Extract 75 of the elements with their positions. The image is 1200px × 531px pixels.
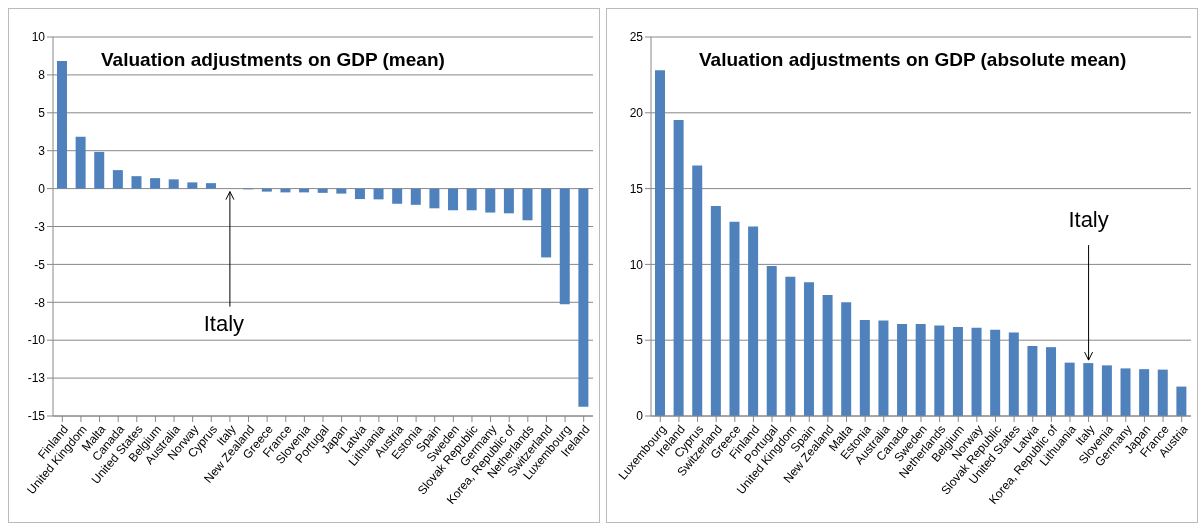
bar: [841, 302, 852, 416]
annotation: Italy: [203, 310, 245, 336]
y-tick-label: -5: [34, 257, 46, 272]
bar: [766, 265, 777, 416]
y-tick-label: 0: [636, 409, 644, 424]
y-tick-label: 3: [38, 143, 46, 158]
y-tick-label: -3: [34, 219, 46, 234]
bar: [522, 188, 533, 221]
bar: [803, 282, 814, 416]
bar: [205, 183, 216, 189]
bar: [1120, 368, 1131, 416]
bar: [448, 188, 459, 211]
y-tick-label: 10: [629, 257, 644, 272]
bar: [878, 320, 889, 416]
bar: [822, 295, 833, 416]
y-tick-label: 10: [31, 30, 46, 45]
bar: [692, 165, 703, 416]
y-tick-label: -10: [27, 333, 46, 348]
bar: [1064, 362, 1075, 416]
bar: [559, 188, 570, 305]
bar: [785, 276, 796, 416]
y-tick-label: -15: [27, 409, 46, 424]
bar: [150, 178, 161, 189]
bar: [748, 226, 759, 416]
y-tick-label: 5: [38, 106, 46, 121]
bar: [503, 188, 514, 214]
bar: [934, 325, 945, 416]
bar: [541, 188, 552, 258]
bar: [859, 320, 870, 416]
y-tick-label: 20: [629, 106, 644, 121]
bar: [1027, 345, 1038, 416]
bar: [952, 327, 963, 416]
bar: [578, 188, 589, 407]
y-tick-label: 5: [636, 333, 644, 348]
bar: [1046, 347, 1057, 416]
bar: [131, 176, 142, 189]
bar: [75, 136, 86, 189]
y-tick-label: 8: [38, 68, 46, 83]
bar: [466, 188, 477, 211]
bar: [336, 188, 347, 194]
bar: [187, 182, 198, 189]
bar: [168, 179, 179, 189]
bar: [373, 188, 384, 200]
bar: [990, 329, 1001, 416]
bar: [915, 323, 926, 416]
bar: [971, 327, 982, 416]
bar: [710, 206, 721, 416]
bar: [485, 188, 496, 213]
text: Valuation adjustments on GDP (mean): [101, 49, 445, 71]
bar: [94, 151, 105, 189]
bar: [317, 188, 328, 193]
bar: [1083, 363, 1094, 416]
bar: [392, 188, 403, 204]
bar: [729, 221, 740, 416]
bar: [655, 70, 665, 416]
text: Valuation adjustments on GDP (absolute mean): [699, 49, 1127, 71]
bar: [1157, 369, 1168, 416]
bar: [57, 60, 67, 189]
bar: [1139, 369, 1150, 416]
bar: [354, 188, 365, 200]
bar: [1008, 332, 1019, 416]
bar: [1101, 365, 1112, 416]
bar: [261, 188, 272, 192]
y-tick-label: -13: [27, 371, 46, 386]
y-tick-label: 0: [38, 181, 46, 196]
bar: [1176, 386, 1187, 416]
bar: [112, 170, 123, 189]
bar: [673, 120, 684, 416]
y-tick-label: 15: [629, 181, 644, 196]
y-tick-label: 25: [629, 30, 644, 45]
y-tick-label: -8: [34, 295, 46, 310]
annotation: Italy: [1068, 207, 1109, 233]
bar: [897, 323, 908, 416]
bar: [410, 188, 421, 205]
bar: [429, 188, 440, 209]
